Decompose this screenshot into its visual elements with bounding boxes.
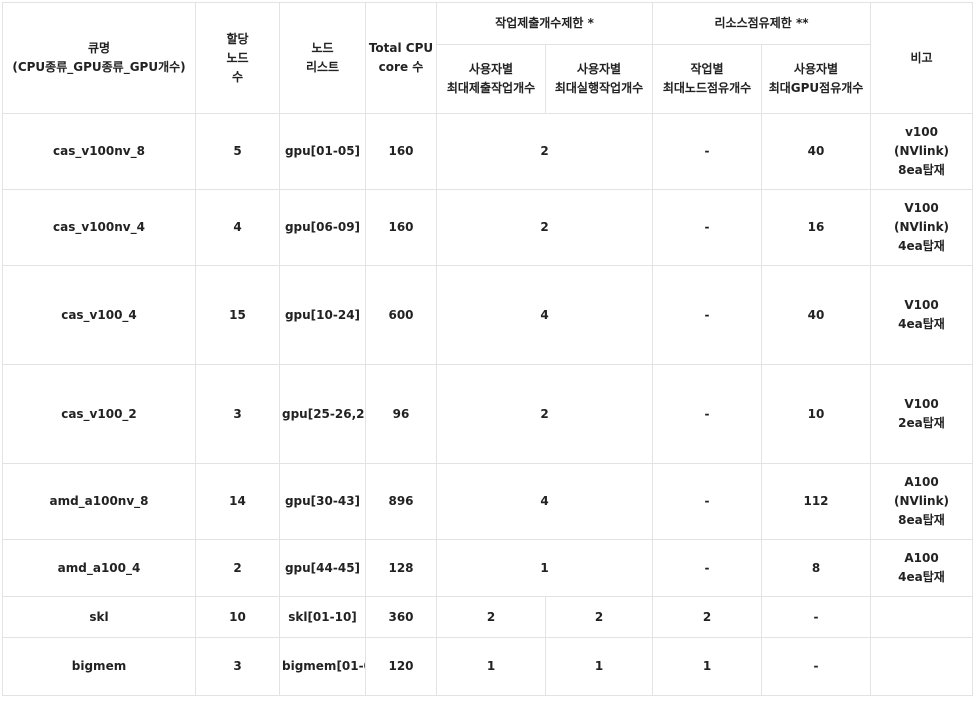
table-row: amd_a100nv_8 14 gpu[30-43] 896 4 - 112 A… (2, 463, 974, 540)
max-run-cell: 2 (545, 596, 653, 638)
max-nodes-cell: 2 (652, 596, 762, 638)
cpu-cores-cell: 160 (365, 189, 437, 266)
header-resource-limit-group: 리소스점유제한 ** (651, 2, 872, 45)
max-nodes-cell: - (652, 364, 762, 464)
cpu-cores-cell: 360 (365, 596, 437, 638)
node-list-cell: gpu[10-24] (279, 265, 366, 365)
cpu-cores-cell: 896 (365, 463, 437, 540)
max-gpu-cell: 40 (760, 113, 872, 190)
queue-name-cell: amd_a100_4 (2, 539, 196, 597)
assigned-nodes-cell: 4 (195, 189, 280, 266)
note-cell: V100 2ea탑재 (870, 364, 974, 464)
assigned-nodes-cell: 15 (195, 265, 280, 365)
job-limit-cell: 2 (436, 364, 653, 464)
max-nodes-cell: - (652, 463, 762, 540)
node-list-cell: skl[01-10] (279, 596, 366, 638)
assigned-nodes-cell: 3 (195, 364, 280, 464)
max-nodes-cell: 1 (652, 637, 762, 696)
cpu-cores-cell: 160 (365, 113, 437, 190)
job-limit-cell: 4 (436, 463, 653, 540)
max-submit-cell: 1 (436, 637, 546, 696)
queue-name-cell: cas_v100_2 (2, 364, 196, 464)
max-gpu-cell: 112 (760, 463, 872, 540)
table-row: cas_v100nv_8 5 gpu[01-05] 160 2 - 40 v10… (2, 113, 974, 190)
header-assigned-nodes: 할당 노드 수 (195, 2, 280, 114)
note-cell (870, 637, 974, 696)
header-max-nodes-per-job: 작업별 최대노드점유개수 (652, 44, 762, 114)
header-node-list: 노드 리스트 (279, 2, 366, 114)
queue-name-cell: amd_a100nv_8 (2, 463, 196, 540)
table-row: amd_a100_4 2 gpu[44-45] 128 1 - 8 A100 4… (2, 539, 974, 597)
job-limit-cell: 1 (436, 539, 653, 597)
header-note: 비고 (870, 2, 974, 114)
header-job-limit-group: 작업제출개수제한 * (436, 2, 653, 45)
max-gpu-cell: 8 (760, 539, 872, 597)
table-row: skl 10 skl[01-10] 360 2 2 2 - (2, 596, 974, 638)
assigned-nodes-cell: 14 (195, 463, 280, 540)
cpu-cores-cell: 600 (365, 265, 437, 365)
max-gpu-cell: 40 (760, 265, 872, 365)
note-cell (870, 596, 974, 638)
max-gpu-cell: - (760, 596, 872, 638)
max-nodes-cell: - (652, 265, 762, 365)
header-max-gpu-per-user: 사용자별 최대GPU점유개수 (760, 44, 872, 114)
max-run-cell: 1 (545, 637, 653, 696)
header-max-run-per-user: 사용자별 최대실행작업개수 (545, 44, 653, 114)
job-limit-cell: 4 (436, 265, 653, 365)
note-cell: V100 (NVlink) 4ea탑재 (870, 189, 974, 266)
assigned-nodes-cell: 3 (195, 637, 280, 696)
note-cell: v100 (NVlink) 8ea탑재 (870, 113, 974, 190)
node-list-cell: gpu[30-43] (279, 463, 366, 540)
job-limit-cell: 2 (436, 113, 653, 190)
note-cell: A100 4ea탑재 (870, 539, 974, 597)
max-gpu-cell: 16 (760, 189, 872, 266)
note-cell: A100 (NVlink) 8ea탑재 (870, 463, 974, 540)
cpu-cores-cell: 120 (365, 637, 437, 696)
queue-name-cell: bigmem (2, 637, 196, 696)
node-list-cell: gpu[25-26,29] (279, 364, 366, 464)
note-cell: V100 4ea탑재 (870, 265, 974, 365)
table-row: cas_v100nv_4 4 gpu[06-09] 160 2 - 16 V10… (2, 189, 974, 266)
node-list-cell: bigmem[01-03] (279, 637, 366, 696)
cpu-cores-cell: 128 (365, 539, 437, 597)
max-submit-cell: 2 (436, 596, 546, 638)
assigned-nodes-cell: 10 (195, 596, 280, 638)
node-list-cell: gpu[06-09] (279, 189, 366, 266)
max-nodes-cell: - (652, 189, 762, 266)
header-max-submit-per-user: 사용자별 최대제출작업개수 (436, 44, 546, 114)
table-row: bigmem 3 bigmem[01-03] 120 1 1 1 - (2, 637, 974, 696)
table-row: cas_v100_4 15 gpu[10-24] 600 4 - 40 V100… (2, 265, 974, 365)
queue-name-cell: cas_v100nv_4 (2, 189, 196, 266)
queue-name-cell: skl (2, 596, 196, 638)
cpu-cores-cell: 96 (365, 364, 437, 464)
header-queue-name: 큐명 (CPU종류_GPU종류_GPU개수) (2, 2, 196, 114)
max-gpu-cell: - (760, 637, 872, 696)
queue-name-cell: cas_v100_4 (2, 265, 196, 365)
node-list-cell: gpu[44-45] (279, 539, 366, 597)
assigned-nodes-cell: 5 (195, 113, 280, 190)
max-nodes-cell: - (652, 113, 762, 190)
assigned-nodes-cell: 2 (195, 539, 280, 597)
queue-name-cell: cas_v100nv_8 (2, 113, 196, 190)
max-nodes-cell: - (652, 539, 762, 597)
table-row: cas_v100_2 3 gpu[25-26,29] 96 2 - 10 V10… (2, 364, 974, 464)
node-list-cell: gpu[01-05] (279, 113, 366, 190)
job-limit-cell: 2 (436, 189, 653, 266)
header-total-cpu: Total CPU core 수 (365, 2, 437, 114)
max-gpu-cell: 10 (760, 364, 872, 464)
